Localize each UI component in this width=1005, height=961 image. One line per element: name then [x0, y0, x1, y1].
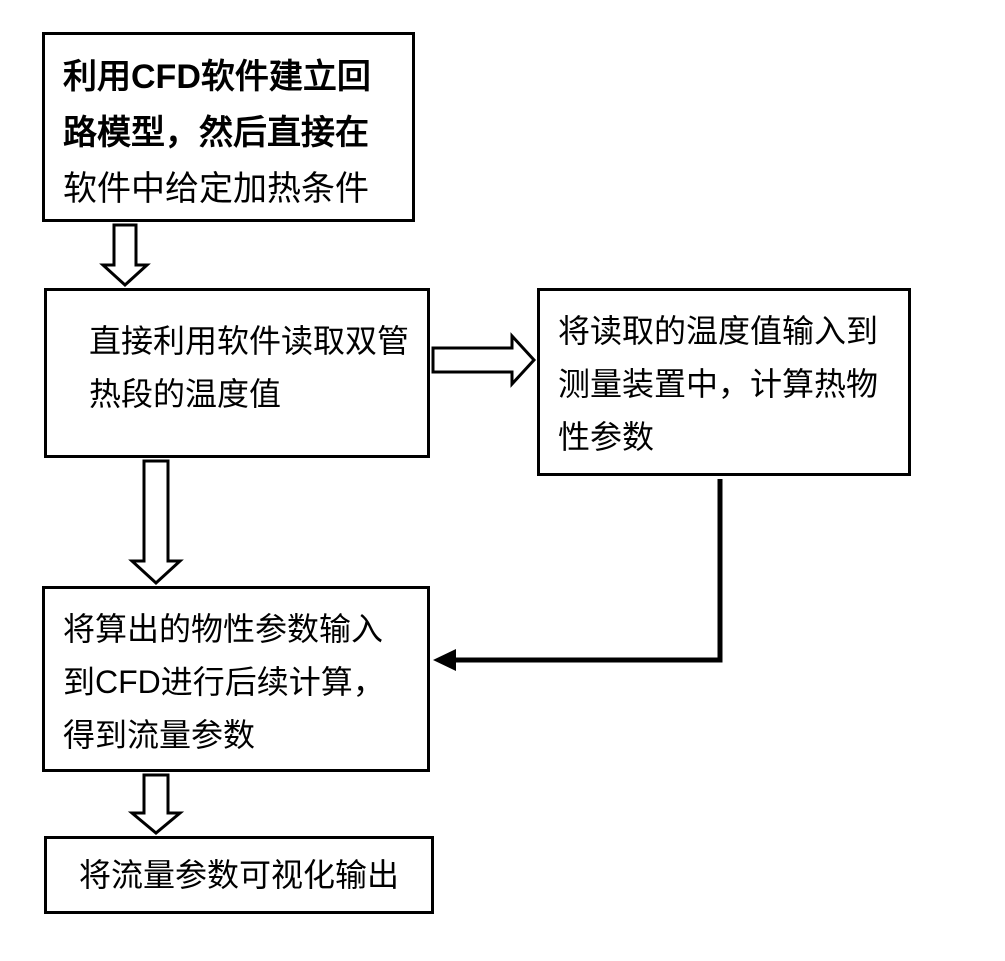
arrow-n2-n3: [433, 336, 534, 384]
node-3-text: 将读取的温度值输入到测量装置中，计算热物性参数: [558, 313, 878, 455]
arrow-n2-n4: [132, 461, 180, 583]
flowchart-node-2: 直接利用软件读取双管热段的温度值: [44, 288, 430, 458]
flowchart-node-5: 将流量参数可视化输出: [44, 836, 434, 914]
node-1-text-bold: 利用CFD软件建立回路模型，然后直接在: [63, 58, 371, 152]
node-4-text: 将算出的物性参数输入到CFD进行后续计算，得到流量参数: [63, 611, 385, 753]
arrow-n3-n4: [433, 479, 720, 671]
node-2-text: 直接利用软件读取双管热段的温度值: [89, 323, 409, 412]
arrow-n4-n5: [132, 775, 180, 833]
flowchart-node-1: 利用CFD软件建立回路模型，然后直接在软件中给定加热条件: [42, 32, 415, 222]
node-1-text-plain: 软件中给定加热条件: [63, 170, 369, 208]
flowchart-node-4: 将算出的物性参数输入到CFD进行后续计算，得到流量参数: [42, 586, 430, 772]
node-5-text: 将流量参数可视化输出: [79, 849, 399, 902]
flowchart-node-3: 将读取的温度值输入到测量装置中，计算热物性参数: [537, 288, 911, 476]
arrow-n1-n2: [103, 225, 147, 285]
flowchart-container: 利用CFD软件建立回路模型，然后直接在软件中给定加热条件 直接利用软件读取双管热…: [0, 0, 1005, 961]
